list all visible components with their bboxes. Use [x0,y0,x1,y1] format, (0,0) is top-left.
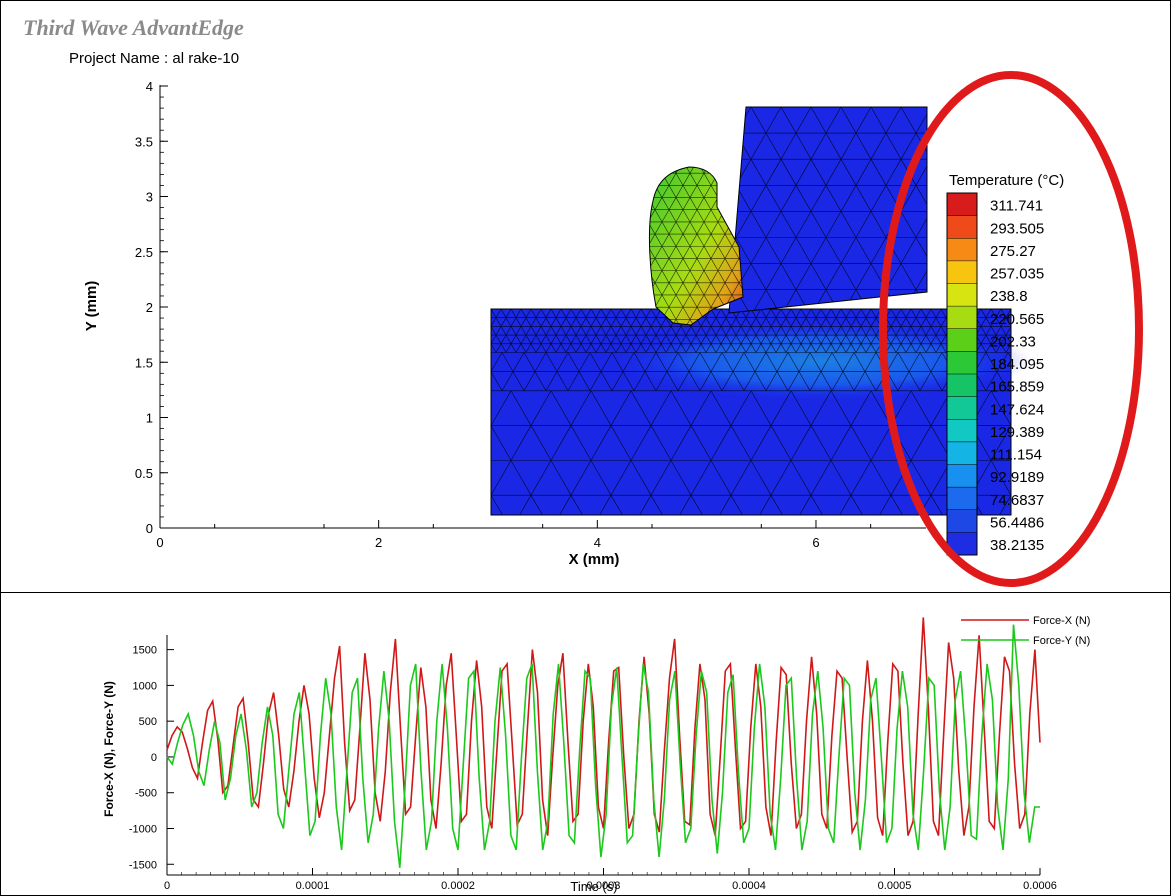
y-tick-label: 1.5 [135,355,153,370]
legend-swatch [947,396,977,420]
y-tick-label: 1 [146,411,153,426]
force-x-tick-label: 0.0002 [441,880,475,892]
legend-value-label: 92.9189 [990,469,1044,486]
x-axis-label: X (mm) [569,551,620,568]
x-tick-label: 0 [156,535,163,550]
force-y-tick-label: -1000 [129,823,157,835]
legend-swatch [947,283,977,307]
mesh-plot: 0 2 4 6 0 0.5 1 1.5 2 2.5 3 3.5 4 Temperature (°C) 3… [83,71,1143,587]
y-tick-label: 2.5 [135,245,153,260]
force-y-tick-label: 500 [139,716,157,728]
force-legend: Force-X (N) Force-Y (N) [961,615,1090,647]
x-tick-label: 2 [375,535,382,550]
workpiece-mesh [490,308,1031,516]
x-tick-label: 4 [594,535,601,550]
legend-swatch [947,351,977,374]
force-x-tick-label: 0.0006 [1023,880,1057,892]
legend-swatch [947,193,977,216]
mesh-panel: Third Wave AdvantEdge Project Name : al … [0,0,1171,593]
y-tick-label: 3 [146,190,153,205]
force-series-line-y [166,624,1040,868]
legend-value-label: 147.624 [990,401,1044,418]
force-panel: 0 0.0001 0.0002 0.0003 0.0004 0.0005 0.0006 150… [0,592,1171,896]
legend-value-label: 129.389 [990,424,1044,441]
y-tick-label: 3.5 [135,134,153,149]
legend-swatch [947,306,977,329]
legend-swatch [947,215,977,239]
legend-swatch [947,532,977,555]
legend-swatch [947,238,977,261]
y-tick-label: 0.5 [135,466,153,481]
x-tick-label: 6 [812,535,819,550]
legend-value-label: 74.6837 [990,492,1044,509]
force-chart: 0 0.0001 0.0002 0.0003 0.0004 0.0005 0.0006 150… [102,615,1090,894]
force-x-tick-label: 0.0003 [587,880,621,892]
temperature-legend: Temperature (°C) 311.741 293.505 275.27 257… [946,172,1064,556]
force-x-tick-label: 0 [164,880,170,892]
legend-swatch [947,487,977,510]
force-y-axis-label: Force-X (N), Force-Y (N) [102,681,116,817]
highlight-ellipse [879,71,1143,587]
legend-swatch [947,260,977,284]
legend-swatch [947,419,977,442]
legend-series-label: Force-Y (N) [1033,635,1090,647]
force-series-line-x [166,617,1041,836]
legend-value-label: 202.33 [990,333,1036,350]
legend-value-label: 184.095 [990,356,1044,373]
y-tick-label: 2 [146,300,153,315]
legend-value-label: 220.565 [990,311,1044,328]
legend-value-label: 238.8 [990,288,1028,305]
legend-swatch [947,509,977,533]
y-tick-label: 4 [146,79,153,94]
force-y-tick-label: 0 [151,752,157,764]
force-x-tick-label: 0.0004 [732,880,766,892]
legend-series-label: Force-X (N) [1033,615,1090,627]
legend-swatch [947,464,977,488]
legend-title: Temperature (°C) [949,172,1064,189]
legend-swatch [947,441,977,465]
legend-swatch [947,374,977,397]
force-y-tick-label: -500 [135,788,157,800]
force-y-tick-label: 1500 [133,645,157,657]
force-x-tick-label: 0.0005 [878,880,912,892]
project-name: Project Name : al rake-10 [69,50,240,67]
force-y-tick-label: -1500 [129,859,157,871]
legend-value-label: 293.505 [990,220,1044,237]
legend-value-label: 56.4486 [990,514,1044,531]
legend-value-label: 111.154 [990,447,1042,464]
force-x-axis-label: Time (s) [570,879,617,894]
legend-value-label: 165.859 [990,379,1044,396]
y-tick-label: 0 [146,521,153,536]
legend-value-label: 311.741 [990,198,1043,215]
legend-swatch [947,328,977,352]
legend-value-label: 275.27 [990,243,1036,260]
y-axis-label: Y (mm) [83,281,100,332]
force-y-tick-label: 1000 [133,680,157,692]
app-title: Third Wave AdvantEdge [23,15,244,40]
cutting-tool-mesh [728,106,928,314]
legend-value-label: 257.035 [990,266,1044,283]
force-x-tick-label: 0.0001 [296,880,330,892]
legend-value-label: 38.2135 [990,537,1044,554]
